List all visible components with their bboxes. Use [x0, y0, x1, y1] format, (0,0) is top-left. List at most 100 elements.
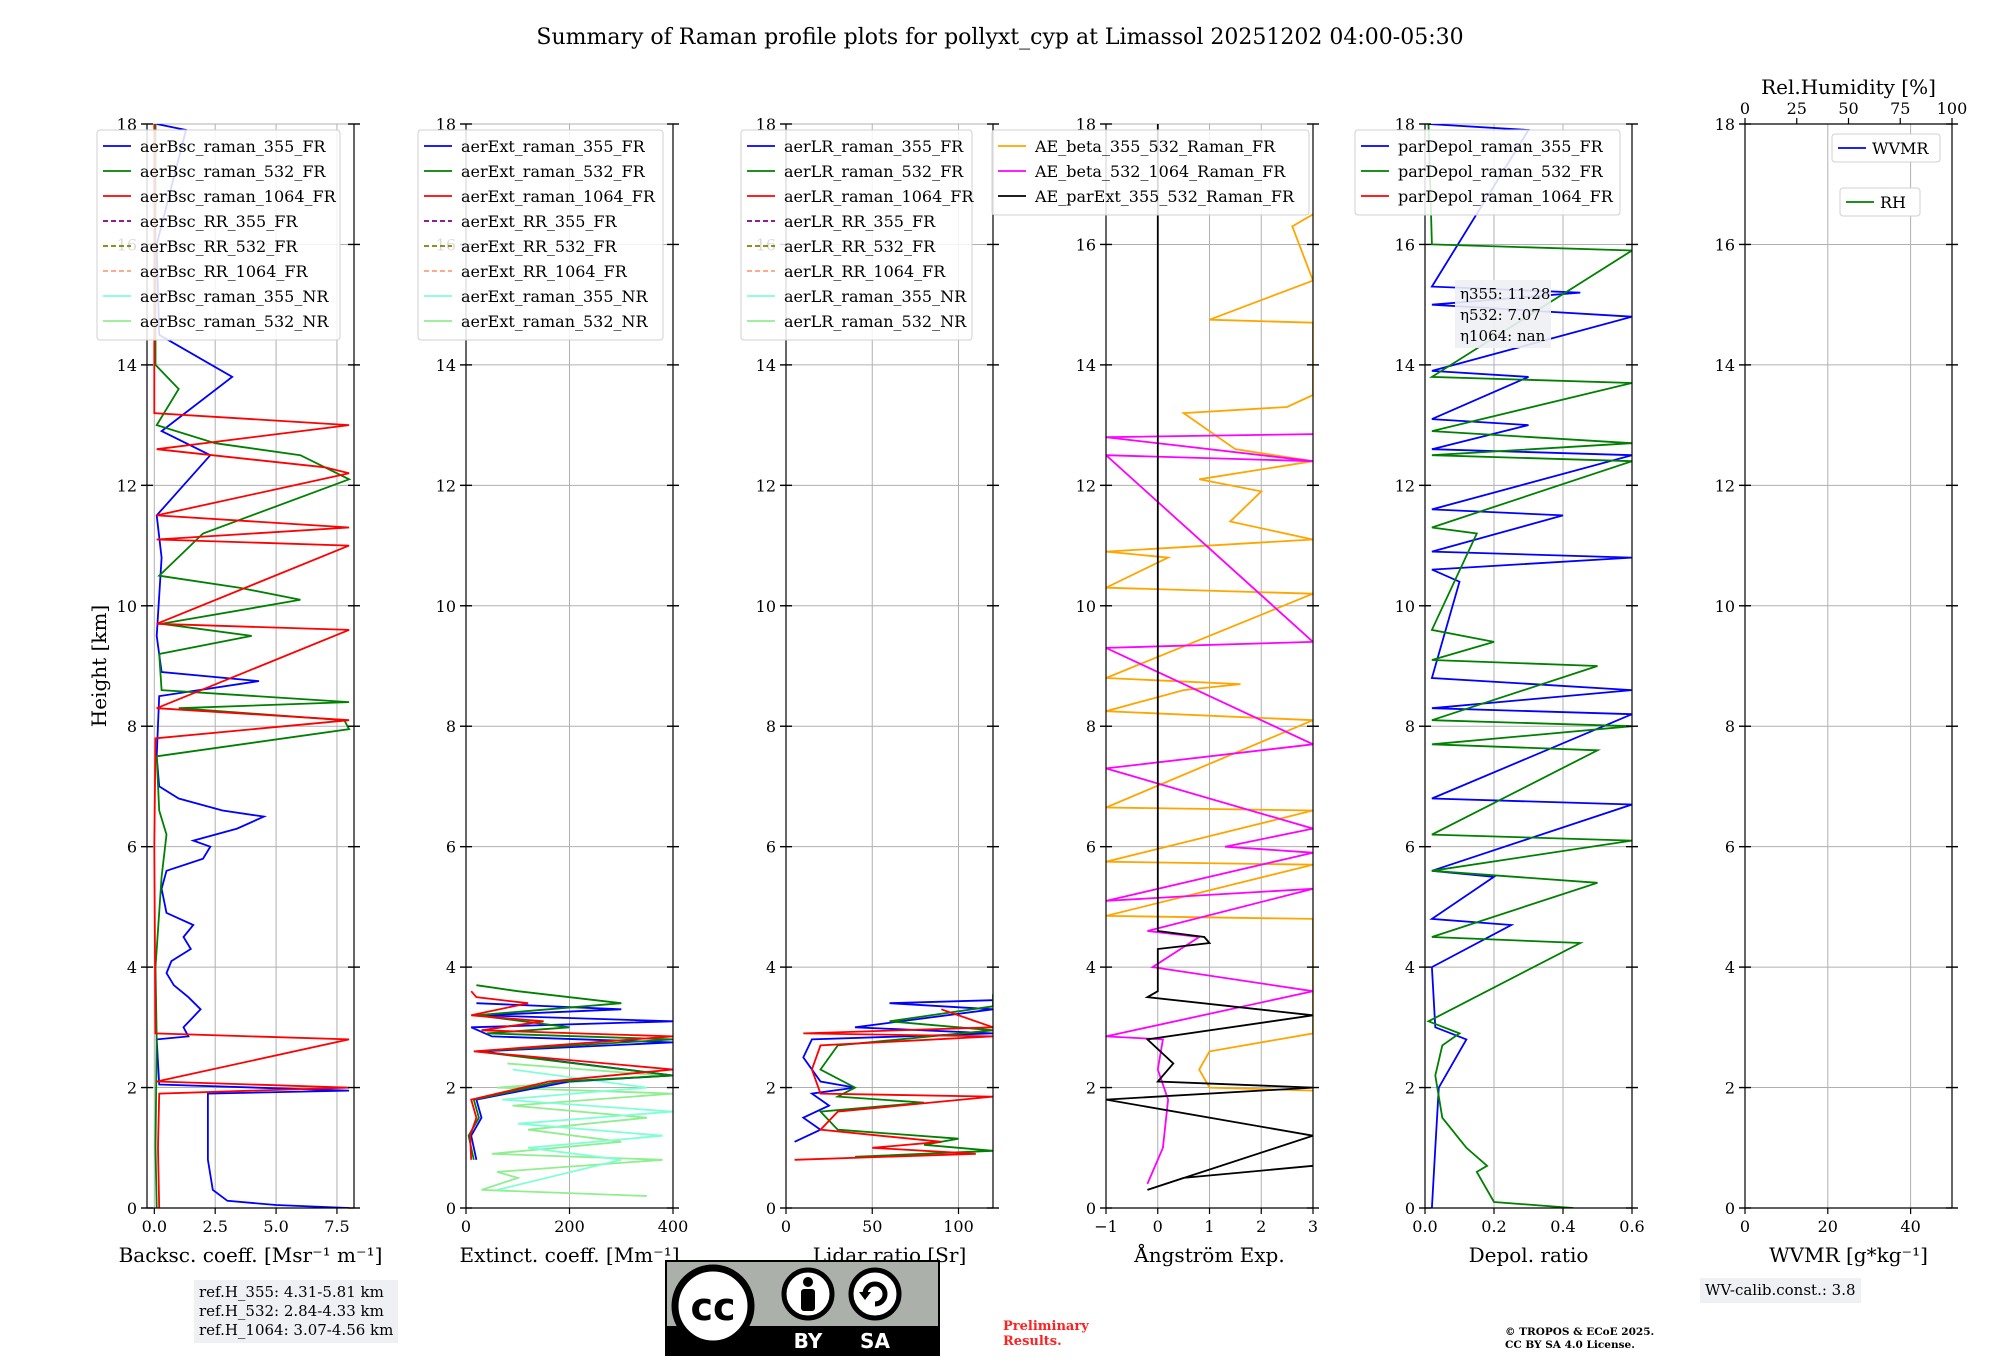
x-axis-label: Backsc. coeff. [Msr⁻¹ m⁻¹] [119, 1243, 383, 1267]
series-group [153, 124, 352, 1208]
x-tick-label: 0 [1740, 1217, 1750, 1236]
y-tick-label: 8 [446, 717, 456, 736]
y-tick-label: 6 [1405, 838, 1415, 857]
preliminary-line-1: Preliminary [1003, 1319, 1089, 1334]
x-tick-label: 0.0 [142, 1217, 167, 1236]
legend-label: RH [1880, 193, 1906, 212]
legend-label: aerLR_RR_355_FR [784, 212, 936, 231]
wv-calibration-constant: WV-calib.const.: 3.8 [1705, 1281, 1856, 1299]
y-tick-label: 2 [446, 1079, 456, 1098]
cc-license-badge: cc BY SA [665, 1260, 940, 1356]
x-tick-label: −1 [1094, 1217, 1118, 1236]
top-axis-label: Rel.Humidity [%] [1761, 75, 1936, 99]
x-tick-label: 0.6 [1619, 1217, 1644, 1236]
ref-height-1064: ref.H_1064: 3.07-4.56 km [199, 1321, 394, 1339]
x-tick-label: 2 [1256, 1217, 1266, 1236]
annotation-line: η1064: nan [1460, 327, 1546, 345]
y-tick-label: 10 [1395, 597, 1415, 616]
y-tick-label: 4 [1405, 958, 1415, 977]
legend-label: aerLR_raman_355_FR [784, 137, 964, 156]
series-AE_beta_355_532_Raman_FR [1106, 213, 1313, 1092]
series-group [794, 994, 993, 1161]
preliminary-results-note: Preliminary Results. [1003, 1319, 1089, 1349]
annotation-line: η532: 7.07 [1460, 306, 1541, 324]
y-tick-label: 6 [446, 838, 456, 857]
y-tick-label: 18 [756, 115, 776, 134]
y-tick-label: 18 [1715, 115, 1735, 134]
legend-label: aerBsc_RR_532_FR [140, 237, 298, 256]
x-tick-label: 7.5 [324, 1217, 349, 1236]
preliminary-line-2: Results. [1003, 1334, 1062, 1349]
legend-label: AE_beta_355_532_Raman_FR [1034, 137, 1276, 156]
x-tick-label: 100 [943, 1217, 974, 1236]
copyright-line-2: CC BY SA 4.0 License. [1505, 1339, 1635, 1351]
series-group [1426, 124, 1632, 1208]
top-x-tick-label: 100 [1937, 99, 1968, 118]
x-tick-label: 400 [658, 1217, 689, 1236]
copyright-note: © TROPOS & ECoE 2025. CC BY SA 4.0 Licen… [1505, 1326, 1654, 1352]
legend-label: aerBsc_raman_1064_FR [140, 187, 337, 206]
y-tick-label: 14 [756, 356, 776, 375]
y-tick-label: 10 [1076, 597, 1096, 616]
y-tick-label: 8 [127, 717, 137, 736]
x-tick-label: 50 [862, 1217, 882, 1236]
y-tick-label: 14 [117, 356, 137, 375]
series-aerExt_raman_355_FR [470, 1002, 673, 1160]
legend: aerBsc_raman_355_FR aerBsc_raman_532_FRae… [96, 129, 341, 341]
series-aerLR_raman_1064_FR [794, 1008, 993, 1161]
y-tick-label: 2 [1405, 1079, 1415, 1098]
y-tick-label: 0 [446, 1199, 456, 1218]
eta-annotation: η355: 11.28 η532: 7.07 η1064: nan [1455, 280, 1551, 348]
y-tick-label: 0 [1725, 1199, 1735, 1218]
legend-label: aerBsc_RR_1064_FR [140, 262, 309, 281]
legend-frame [417, 129, 664, 341]
y-tick-label: 12 [1076, 476, 1096, 495]
y-tick-label: 10 [117, 597, 137, 616]
legend-frame [1354, 129, 1621, 216]
reference-heights-box: ref.H_355: 4.31-5.81 km ref.H_532: 2.84-… [194, 1280, 399, 1343]
panel-wvmr: 0 2 4 6 8 10 12 14 16 18 0 20 40 WVMR [g*kg⁻¹] 0 25 50 75… [1715, 75, 1968, 1267]
cc-by-label: BY [794, 1329, 823, 1353]
y-tick-label: 18 [1395, 115, 1415, 134]
y-tick-label: 10 [1715, 597, 1735, 616]
legend-label: aerExt_raman_355_NR [461, 287, 649, 306]
legend-label: aerLR_raman_1064_FR [784, 187, 974, 206]
legend-label: aerExt_RR_532_FR [461, 237, 618, 256]
x-axis-label: WVMR [g*kg⁻¹] [1769, 1243, 1928, 1267]
chart-title: Summary of Raman profile plots for polly… [536, 25, 1463, 50]
panel-lidar_ratio: 024681012141618050100Lidar ratio [Sr]aer… [740, 115, 999, 1267]
x-tick-label: 0.0 [1412, 1217, 1437, 1236]
legend-label: parDepol_raman_1064_FR [1398, 187, 1614, 206]
y-tick-label: 2 [1725, 1079, 1735, 1098]
y-tick-label: 2 [127, 1079, 137, 1098]
legend-frame [1831, 133, 1941, 163]
y-tick-label: 0 [1405, 1199, 1415, 1218]
y-tick-label: 4 [1086, 958, 1096, 977]
y-tick-label: 6 [766, 838, 776, 857]
y-tick-label: 18 [436, 115, 456, 134]
y-tick-label: 2 [1086, 1079, 1096, 1098]
y-tick-label: 0 [766, 1199, 776, 1218]
y-tick-label: 0 [127, 1199, 137, 1218]
y-tick-label: 14 [436, 356, 456, 375]
y-tick-label: 18 [117, 115, 137, 134]
series-group [1106, 124, 1313, 1191]
top-x-tick-label: 75 [1890, 99, 1910, 118]
x-tick-label: 0 [781, 1217, 791, 1236]
y-tick-label: 16 [1076, 235, 1096, 254]
cc-logo-icon [671, 1264, 755, 1348]
x-tick-label: 200 [554, 1217, 585, 1236]
y-tick-label: 10 [756, 597, 776, 616]
legend-label: aerLR_raman_355_NR [784, 287, 967, 306]
legend-label: aerLR_raman_532_FR [784, 162, 964, 181]
y-tick-label: 4 [766, 958, 776, 977]
y-tick-label: 4 [1725, 958, 1735, 977]
copyright-line-1: © TROPOS & ECoE 2025. [1505, 1326, 1655, 1338]
series-aerBsc_raman_355_FR [155, 124, 350, 1208]
y-tick-label: 12 [1715, 476, 1735, 495]
legend-label: AE_parExt_355_532_Raman_FR [1034, 187, 1295, 206]
series-aerExt_raman_532_FR [467, 984, 673, 1160]
cc-logo-text: cc [690, 1285, 735, 1329]
legend-label: parDepol_raman_355_FR [1398, 137, 1604, 156]
